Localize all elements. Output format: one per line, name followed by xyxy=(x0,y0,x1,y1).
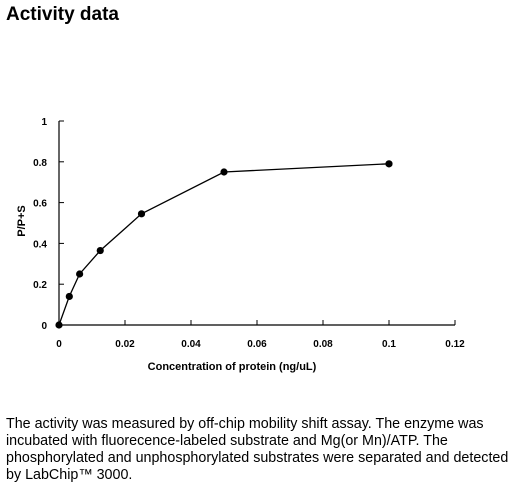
x-tick-label: 0 xyxy=(56,339,62,350)
y-tick-label: 0.4 xyxy=(33,239,47,250)
y-tick-label: 0.6 xyxy=(33,199,47,210)
y-axis-title: P/P+S xyxy=(16,205,28,237)
chart-series xyxy=(55,160,393,329)
series-line xyxy=(58,163,390,326)
chart-svg: 0 0.02 0.04 0.06 0.08 0.1 0.12 0 0.2 0.4 0.6 0.8 1 C… xyxy=(16,117,465,373)
data-point xyxy=(76,270,84,278)
x-tick-label: 0.12 xyxy=(445,339,465,350)
y-tick-label: 0 xyxy=(41,321,47,332)
x-tick-label: 0.1 xyxy=(382,339,396,350)
x-tick-label: 0.02 xyxy=(115,339,135,350)
activity-chart: 0 0.02 0.04 0.06 0.08 0.1 0.12 0 0.2 0.4 0.6 0.8 1 C… xyxy=(0,100,528,390)
data-point xyxy=(220,168,228,176)
data-point xyxy=(96,246,104,255)
page-title: Activity data xyxy=(6,4,119,25)
x-tick-label: 0.08 xyxy=(313,339,333,350)
y-tick-label: 0.2 xyxy=(33,280,47,291)
data-point xyxy=(55,321,63,329)
chart-axes xyxy=(58,121,455,326)
y-tick-label: 1 xyxy=(41,117,47,128)
data-point xyxy=(65,292,73,301)
x-axis-title: Concentration of protein (ng/uL) xyxy=(148,361,317,373)
caption-text: The activity was measured by off-chip mo… xyxy=(6,416,509,483)
x-tick-label: 0.06 xyxy=(247,339,267,350)
data-point xyxy=(385,160,393,168)
data-point xyxy=(137,210,146,218)
chart-ticks: 0 0.02 0.04 0.06 0.08 0.1 0.12 0 0.2 0.4 0.6 0.8 1 xyxy=(33,117,465,350)
y-tick-label: 0.8 xyxy=(33,158,47,169)
x-tick-label: 0.04 xyxy=(181,339,201,350)
